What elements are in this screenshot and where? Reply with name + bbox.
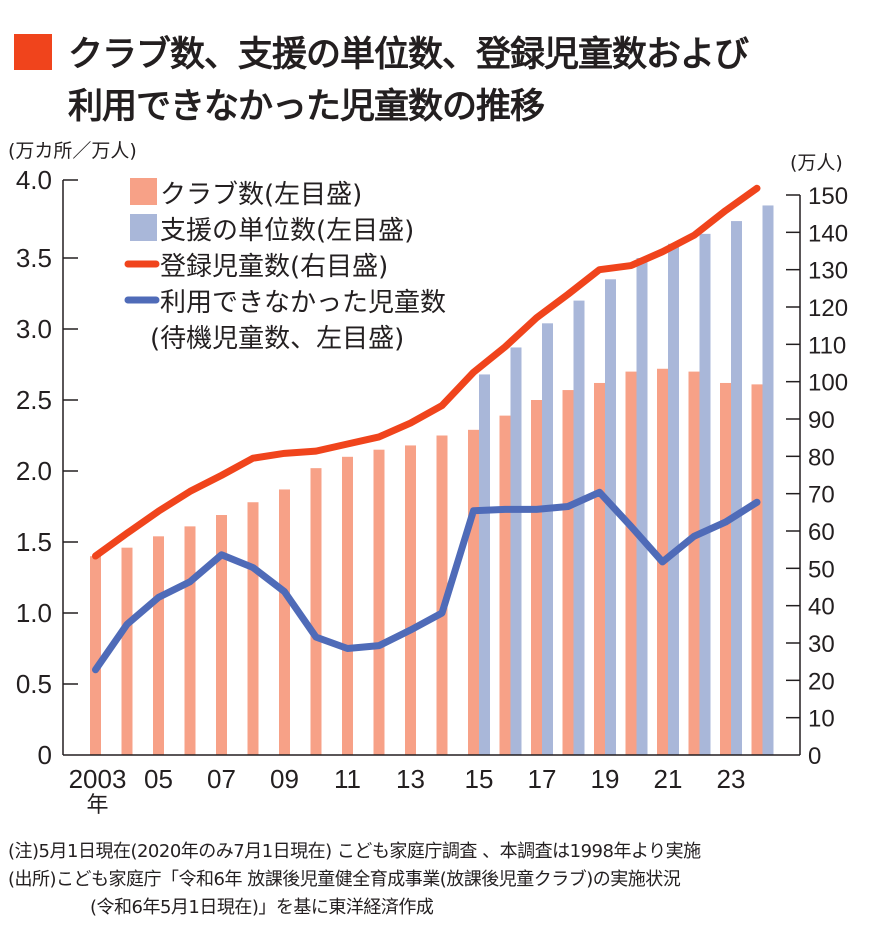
x-tick-label: 05	[144, 764, 173, 794]
right-tick-label: 140	[808, 220, 848, 247]
source-text-1: (出所)こども家庭庁「令和6年 放課後児童健全育成事業(放課後児童クラブ)の実施…	[8, 869, 681, 890]
x-tick-label: 13	[396, 764, 425, 794]
bar-club-2019	[594, 382, 605, 755]
bar-club-2011	[342, 456, 353, 755]
footnotes: (注)5月1日現在(2020年のみ7月1日現在) こども家庭庁調査 、本調査は1…	[8, 838, 701, 922]
note-text: (注)5月1日現在(2020年のみ7月1日現在) こども家庭庁調査 、本調査は1…	[8, 841, 701, 862]
left-tick-label: 0.5	[16, 669, 52, 699]
right-tick-label: 80	[808, 444, 835, 471]
bar-unit-2020	[636, 258, 648, 755]
bar-unit-2022	[699, 233, 711, 756]
bar-unit-2019	[605, 279, 616, 755]
right-axis-unit: (万人)	[790, 152, 843, 174]
bar-club-2004	[121, 547, 133, 755]
bar-unit-2023	[731, 221, 742, 755]
bar-club-2010	[310, 468, 322, 755]
left-tick-label: 2.5	[16, 385, 52, 415]
right-tick-label: 150	[808, 183, 848, 210]
bar-unit-2017	[542, 323, 553, 755]
right-tick-label: 10	[808, 706, 835, 733]
bar-club-2020	[625, 371, 637, 755]
bar-club-2022	[688, 371, 700, 755]
right-tick-label: 110	[808, 332, 846, 359]
right-tick-label: 70	[808, 482, 835, 509]
x-tick-label: 07	[207, 764, 236, 794]
right-tick-label: 60	[808, 519, 835, 546]
x-axis-unit-label: 年	[86, 793, 108, 818]
bar-club-2016	[499, 415, 511, 755]
x-tick-label: 19	[591, 764, 620, 794]
legend-swatch-0	[130, 178, 157, 205]
line-waiting-children	[92, 488, 761, 674]
x-tick-label: 09	[270, 764, 299, 794]
title-line-2: 利用できなかった児童数の推移	[68, 87, 545, 127]
right-tick-label: 40	[808, 594, 835, 621]
title-marker	[14, 34, 52, 70]
bar-club-2009	[279, 489, 290, 755]
bar-unit-2018	[573, 300, 585, 755]
x-tick-label: 17	[528, 764, 557, 794]
bar-club-2003	[90, 556, 101, 755]
left-tick-label: 3.5	[16, 243, 52, 273]
legend-label-3-line2: (待機児童数、左目盛)	[150, 324, 404, 354]
legend-label-3: 利用できなかった児童数	[160, 288, 446, 318]
right-tick-label: 30	[808, 631, 835, 658]
x-tick-label: 21	[654, 764, 683, 794]
bar-club-2012	[373, 449, 385, 755]
bar-club-2006	[184, 526, 196, 755]
legend-swatch-1	[130, 214, 157, 241]
right-tick-label: 0	[808, 743, 821, 770]
left-tick-label: 0	[38, 740, 52, 770]
left-tick-label: 4.0	[16, 165, 52, 195]
bar-unit-2024	[762, 205, 774, 755]
bar-club-2005	[153, 536, 164, 755]
bar-unit-2016	[510, 347, 522, 755]
right-tick-label: 90	[808, 407, 835, 434]
left-tick-label: 1.0	[16, 598, 52, 628]
left-tick-label: 3.0	[16, 314, 52, 344]
bar-club-2018	[562, 390, 574, 755]
right-tick-label: 50	[808, 556, 835, 583]
legend-label-2: 登録児童数(右目盛)	[160, 252, 388, 282]
bar-club-2013	[405, 445, 416, 755]
x-tick-label: 11	[334, 764, 361, 794]
bar-club-2024	[751, 384, 763, 755]
bar-club-2007	[216, 515, 227, 755]
bar-club-2008	[247, 502, 259, 755]
right-tick-label: 20	[808, 668, 835, 695]
right-tick-label: 120	[808, 295, 848, 322]
left-tick-label: 1.5	[16, 527, 52, 557]
bar-club-2014	[436, 435, 448, 755]
bar-club-2015	[468, 429, 479, 755]
line-registered-children	[92, 184, 761, 560]
x-tick-label: 2003	[69, 764, 127, 794]
legend-label-1: 支援の単位数(左目盛)	[160, 216, 414, 246]
x-tick-label: 23	[717, 764, 746, 794]
bar-club-2017	[531, 400, 542, 755]
source-text-2: (令和6年5月1日現在)」を基に東洋経済作成	[90, 897, 434, 918]
left-tick-label: 2.0	[16, 456, 52, 486]
bar-unit-2021	[668, 243, 679, 756]
bar-club-2023	[720, 382, 731, 755]
right-tick-label: 130	[808, 258, 848, 285]
legend-label-0: クラブ数(左目盛)	[160, 180, 362, 210]
x-tick-label: 15	[465, 764, 494, 794]
right-tick-label: 100	[808, 370, 848, 397]
bar-unit-2015	[479, 374, 490, 755]
title-line-1: クラブ数、支援の単位数、登録児童数および	[68, 35, 749, 75]
left-axis-unit: (万カ所／万人)	[8, 140, 137, 162]
